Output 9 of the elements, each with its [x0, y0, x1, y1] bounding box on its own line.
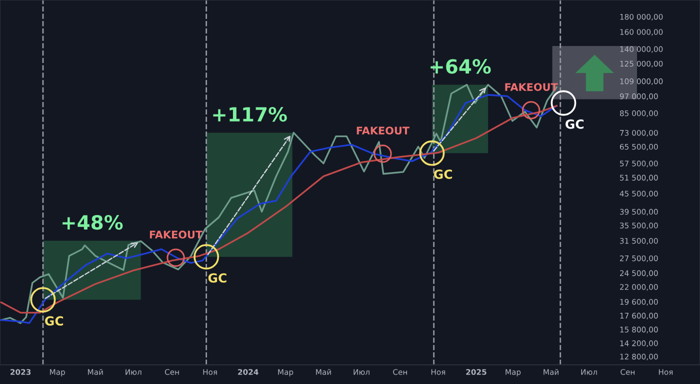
annotation: GC: [566, 119, 584, 129]
annotation: FAKEOUT: [505, 83, 558, 91]
annotation: GC: [434, 169, 452, 179]
annotation: GC: [208, 273, 226, 283]
annotation: FAKEOUT: [356, 126, 410, 135]
annotation: GC: [45, 316, 64, 326]
annotation: +48%: [62, 215, 123, 230]
annotation: +117%: [213, 106, 287, 122]
annotation: +64%: [430, 59, 491, 74]
